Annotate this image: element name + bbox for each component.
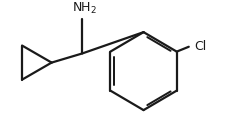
Text: Cl: Cl bbox=[193, 40, 206, 53]
Text: NH$_2$: NH$_2$ bbox=[72, 1, 96, 16]
